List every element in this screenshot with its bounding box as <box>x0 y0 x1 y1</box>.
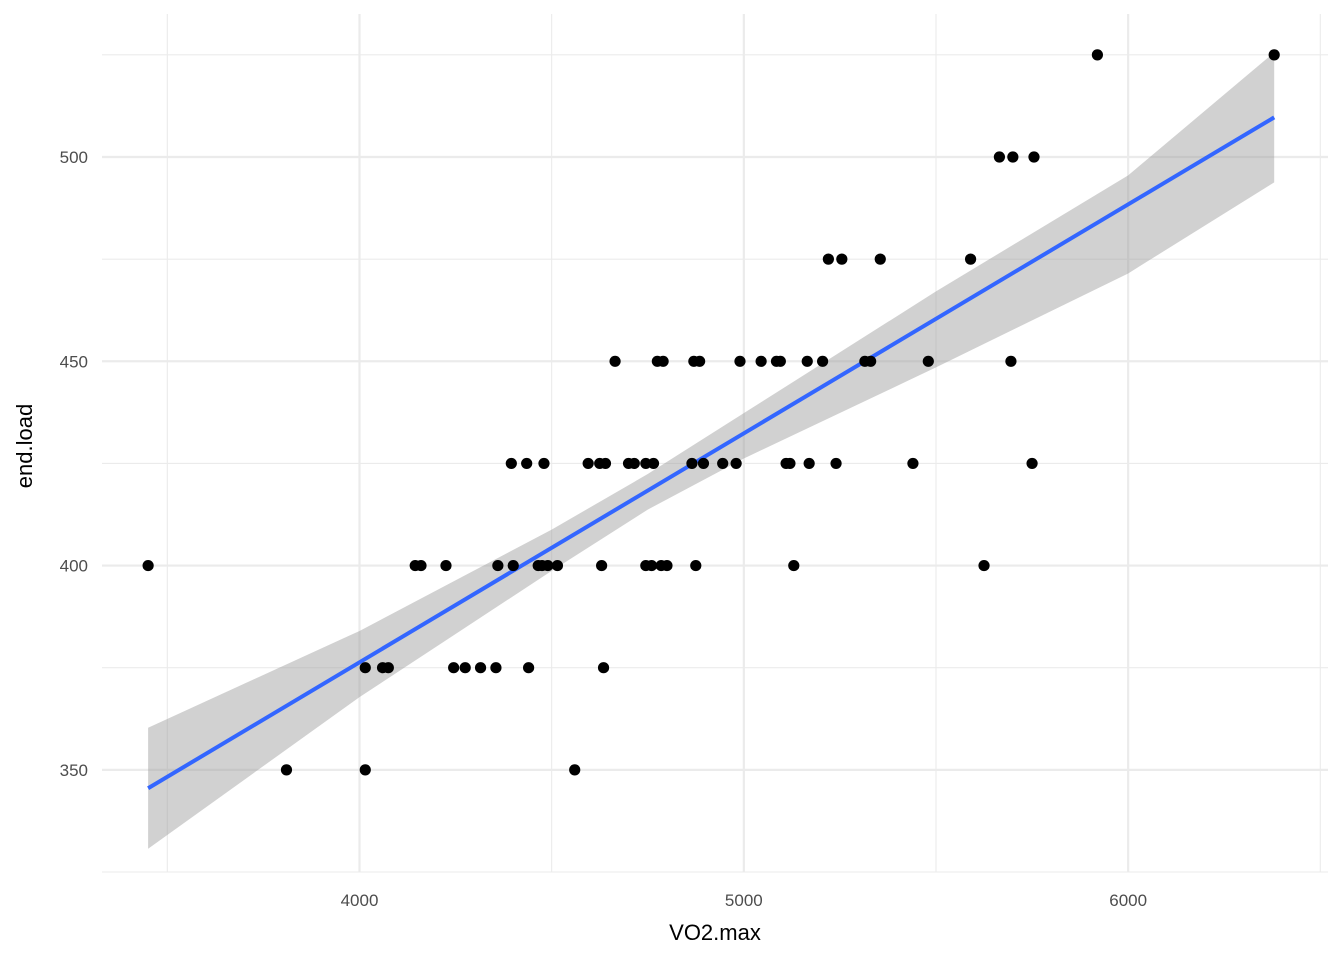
data-points <box>142 49 1280 776</box>
regression-line <box>147 115 1276 790</box>
data-point <box>803 457 815 470</box>
data-point <box>440 559 452 572</box>
data-point <box>865 355 877 367</box>
data-point <box>978 559 990 572</box>
data-point <box>907 457 919 470</box>
data-point <box>280 764 293 776</box>
data-point <box>359 764 371 776</box>
data-point <box>569 764 581 776</box>
data-point <box>582 457 594 470</box>
data-point <box>596 559 608 572</box>
data-point <box>697 457 710 470</box>
data-point <box>717 457 729 470</box>
y-tick-label: 350 <box>60 761 88 780</box>
data-point <box>874 253 886 265</box>
data-point <box>690 559 702 572</box>
data-point <box>521 457 533 470</box>
data-point <box>730 457 742 470</box>
fit-line-layer <box>147 115 1276 790</box>
data-point <box>822 253 834 265</box>
y-axis-title: end.load <box>12 404 37 488</box>
data-point <box>628 457 640 470</box>
data-point <box>142 559 154 572</box>
y-axis-tick-labels: 350 400 450 500 <box>60 148 88 780</box>
data-point <box>922 355 934 367</box>
data-point <box>474 662 487 674</box>
data-point <box>774 355 786 367</box>
data-point <box>490 662 502 674</box>
data-point <box>492 559 504 572</box>
y-tick-label: 450 <box>60 352 88 371</box>
data-point <box>609 355 621 367</box>
x-tick-label: 6000 <box>1109 891 1147 910</box>
data-point <box>657 355 669 367</box>
y-tick-label: 500 <box>60 148 88 167</box>
x-tick-label: 4000 <box>341 891 379 910</box>
data-point <box>1026 457 1038 470</box>
data-point <box>523 662 535 674</box>
x-axis-title: VO2.max <box>669 920 761 945</box>
data-point <box>734 355 746 367</box>
data-point <box>1007 151 1019 163</box>
data-point <box>1091 49 1103 61</box>
data-point <box>1028 151 1040 163</box>
data-point <box>788 559 800 572</box>
data-point <box>661 559 673 572</box>
data-point <box>801 355 813 367</box>
x-tick-label: 5000 <box>725 891 763 910</box>
data-point <box>507 559 519 572</box>
data-point <box>382 662 394 674</box>
data-point <box>784 457 796 470</box>
data-point <box>993 151 1006 163</box>
data-point <box>817 355 829 367</box>
data-point <box>645 559 658 572</box>
x-axis-tick-labels: 4000 5000 6000 <box>341 891 1147 910</box>
data-point <box>359 662 371 674</box>
data-point <box>542 559 554 572</box>
y-tick-label: 400 <box>60 557 88 576</box>
data-point <box>1268 49 1280 61</box>
data-point <box>694 355 706 367</box>
data-point <box>1005 355 1017 367</box>
major-gridlines <box>102 14 1328 872</box>
data-point <box>415 559 427 572</box>
data-point <box>448 662 460 674</box>
data-point <box>459 662 471 674</box>
data-point <box>597 662 610 674</box>
data-point <box>964 253 977 265</box>
data-point <box>538 457 550 470</box>
data-point <box>686 457 698 470</box>
data-point <box>640 457 652 470</box>
data-point <box>647 457 660 470</box>
data-point <box>505 457 517 470</box>
data-point <box>830 457 842 470</box>
data-point <box>836 253 848 265</box>
data-point <box>599 457 612 470</box>
data-point <box>551 559 564 572</box>
data-point <box>755 355 767 367</box>
